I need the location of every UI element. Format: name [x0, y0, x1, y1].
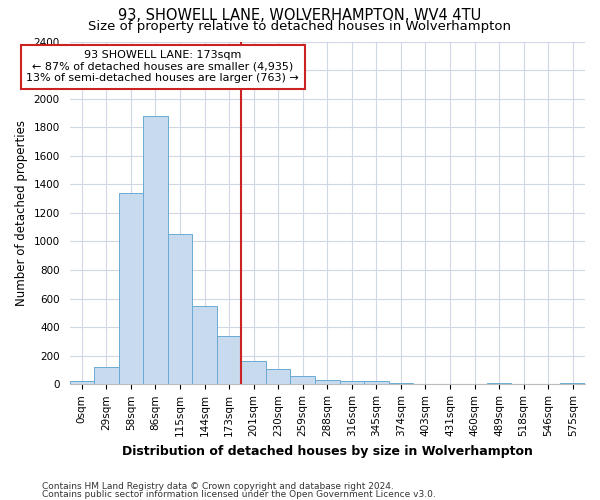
- Bar: [315, 380, 340, 384]
- Text: Contains public sector information licensed under the Open Government Licence v3: Contains public sector information licen…: [42, 490, 436, 499]
- Bar: [168, 234, 192, 384]
- X-axis label: Distribution of detached houses by size in Wolverhampton: Distribution of detached houses by size …: [122, 444, 533, 458]
- Bar: [340, 380, 364, 384]
- Bar: [389, 383, 413, 384]
- Bar: [70, 382, 94, 384]
- Bar: [143, 116, 168, 384]
- Bar: [241, 361, 266, 384]
- Bar: [560, 383, 585, 384]
- Bar: [217, 336, 241, 384]
- Y-axis label: Number of detached properties: Number of detached properties: [15, 120, 28, 306]
- Bar: [290, 376, 315, 384]
- Text: 93 SHOWELL LANE: 173sqm
← 87% of detached houses are smaller (4,935)
13% of semi: 93 SHOWELL LANE: 173sqm ← 87% of detache…: [26, 50, 299, 84]
- Text: 93, SHOWELL LANE, WOLVERHAMPTON, WV4 4TU: 93, SHOWELL LANE, WOLVERHAMPTON, WV4 4TU: [118, 8, 482, 22]
- Bar: [192, 306, 217, 384]
- Bar: [487, 383, 511, 384]
- Text: Contains HM Land Registry data © Crown copyright and database right 2024.: Contains HM Land Registry data © Crown c…: [42, 482, 394, 491]
- Text: Size of property relative to detached houses in Wolverhampton: Size of property relative to detached ho…: [89, 20, 511, 33]
- Bar: [119, 193, 143, 384]
- Bar: [94, 367, 119, 384]
- Bar: [364, 382, 389, 384]
- Bar: [266, 368, 290, 384]
